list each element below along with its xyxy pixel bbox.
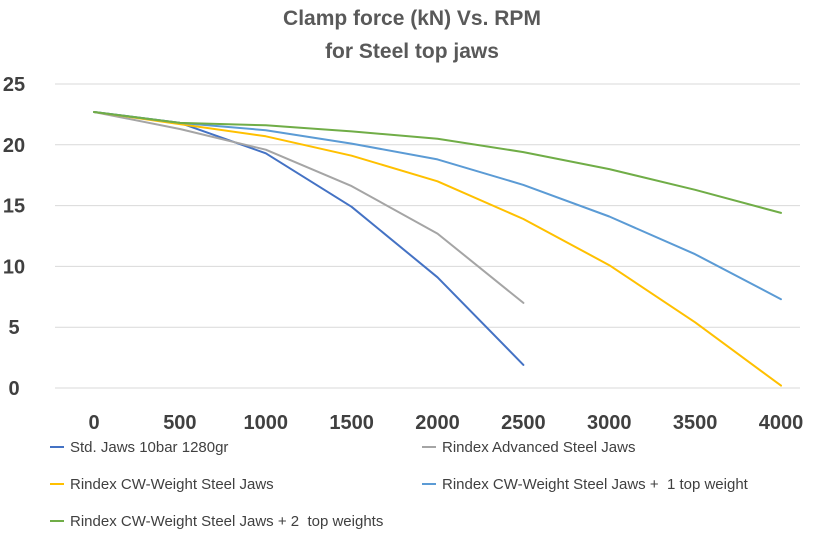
legend: Std. Jaws 10bar 1280gr Rindex Advanced St… — [50, 439, 749, 530]
y-tick-label: 10 — [3, 256, 25, 278]
series-line-5 — [93, 111, 782, 214]
x-tick-label: 2000 — [415, 412, 460, 434]
legend-label-2: Rindex Advanced Steel Jaws — [442, 439, 635, 456]
x-tick-label: 1500 — [329, 412, 374, 434]
chart-title-line-2: for Steel top jaws — [325, 40, 499, 63]
y-tick-label: 5 — [8, 317, 19, 339]
x-tick-label: 500 — [163, 412, 196, 434]
series-lines — [93, 111, 782, 387]
y-tick-label: 25 — [3, 74, 25, 96]
x-tick-label: 3000 — [587, 412, 632, 434]
series-line-4 — [93, 111, 782, 301]
series-line-2 — [93, 111, 525, 304]
axis-labels: 0 5 10 15 20 25 0 500 1000 1500 2000 2500 3000 3500 40… — [3, 74, 803, 434]
x-tick-label: 1000 — [244, 412, 289, 434]
legend-label-3: Rindex CW-Weight Steel Jaws — [70, 476, 274, 493]
y-tick-label: 20 — [3, 135, 25, 157]
x-tick-label: 3500 — [673, 412, 718, 434]
x-tick-label: 2500 — [501, 412, 546, 434]
gridlines — [55, 83, 800, 389]
y-tick-label: 0 — [8, 378, 19, 400]
legend-label-1: Std. Jaws 10bar 1280gr — [70, 439, 228, 456]
x-tick-label: 4000 — [759, 412, 804, 434]
chart-title-line-1: Clamp force (kN) Vs. RPM — [283, 7, 541, 30]
series-line-3 — [93, 111, 782, 387]
y-tick-label: 15 — [3, 196, 25, 218]
legend-label-5: Rindex CW-Weight Steel Jaws + 2 top weig… — [70, 513, 383, 530]
x-tick-label: 0 — [88, 412, 99, 434]
legend-label-4: Rindex CW-Weight Steel Jaws + 1 top weig… — [442, 476, 749, 493]
